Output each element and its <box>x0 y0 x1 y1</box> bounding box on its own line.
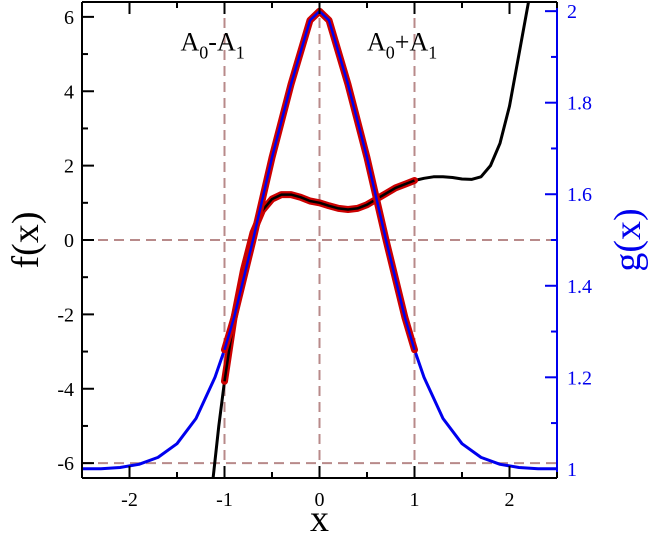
y-left-tick-label: 4 <box>64 81 74 103</box>
y-right-tick-label: 2 <box>567 1 577 23</box>
grid-lines <box>82 2 557 478</box>
annotation-label: A0-A1 <box>181 27 245 62</box>
y-right-tick-label: 1.4 <box>567 276 592 298</box>
y-right-tick-label: 1.8 <box>567 93 592 115</box>
y-left-tick-label: 0 <box>64 230 74 252</box>
y-left-tick-label: -4 <box>57 379 74 401</box>
y-right-tick-label: 1.2 <box>567 367 592 389</box>
y-right-tick-label: 1.6 <box>567 184 592 206</box>
axis-ticks: -2 -1 0 1 2 -6 -4 -2 0 2 4 6 1 1.2 1.4 1.6 1.8 2 <box>57 1 592 511</box>
y-right-tick-label: 1 <box>567 459 577 481</box>
annotation-label: A0+A1 <box>367 27 437 62</box>
x-tick-label: 1 <box>410 489 420 511</box>
x-tick-label: -1 <box>216 489 233 511</box>
x-axis-title: x <box>310 498 329 536</box>
y-left-tick-label: -2 <box>57 304 74 326</box>
left-y-axis-title: f(x) <box>5 212 47 269</box>
x-tick-label: 2 <box>505 489 515 511</box>
annotations: A0-A1 A0+A1 <box>181 27 438 62</box>
x-tick-label: -2 <box>121 489 138 511</box>
right-y-axis-title: g(x) <box>607 208 649 271</box>
y-left-tick-label: 2 <box>64 156 74 178</box>
x-tick-label: 0 <box>315 489 325 511</box>
y-left-tick-label: -6 <box>57 453 74 475</box>
y-left-tick-label: 6 <box>64 7 74 29</box>
